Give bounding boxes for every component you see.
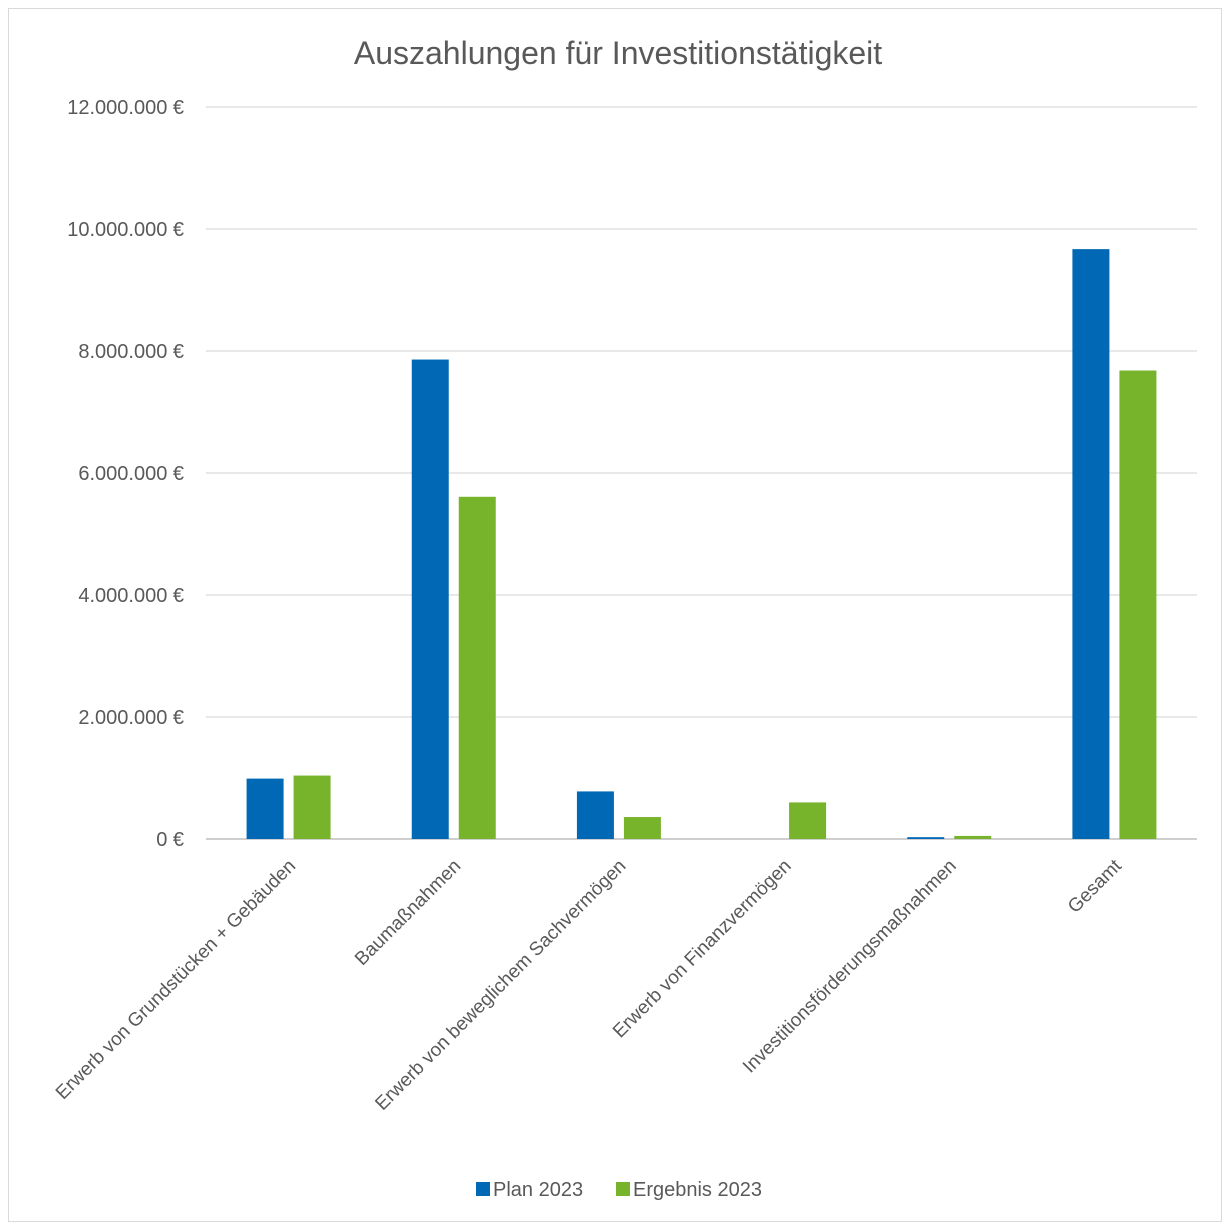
- legend-label: Plan 2023: [493, 1179, 583, 1201]
- bar: [954, 835, 992, 839]
- y-axis-tick-labels: 0 € 2.000.000 € 4.000.000 € 6.000.000 € 8.00…: [67, 97, 184, 851]
- x-tick-label: Erwerb von Grundstücken + Gebäuden: [52, 856, 300, 1104]
- chart-title: Auszahlungen für Investitionstätigkeit: [354, 35, 882, 71]
- x-tick-label: Erwerb von Finanzvermögen: [609, 856, 796, 1043]
- bar: [458, 496, 496, 839]
- y-tick-label: 8.000.000 €: [78, 341, 184, 363]
- chart-frame: [8, 8, 1222, 1222]
- bar: [576, 791, 614, 839]
- x-tick-label: Baumaßnahmen: [351, 856, 465, 970]
- y-tick-label: 6.000.000 €: [78, 463, 184, 485]
- bar: [1072, 249, 1110, 839]
- y-tick-label: 4.000.000 €: [78, 585, 184, 607]
- bar: [789, 802, 827, 839]
- bar: [907, 837, 945, 839]
- bar: [411, 359, 449, 839]
- y-tick-label: 10.000.000 €: [67, 219, 184, 241]
- legend-swatch: [616, 1182, 630, 1196]
- y-tick-label: 0 €: [156, 829, 184, 851]
- legend: Plan 2023 Ergebnis 2023: [476, 1179, 762, 1201]
- bar: [623, 817, 661, 839]
- x-tick-label: Gesamt: [1064, 855, 1126, 917]
- bar: [246, 778, 284, 839]
- x-axis-tick-labels: Erwerb von Grundstücken + Gebäuden Baumaß…: [52, 855, 1127, 1115]
- bar: [293, 775, 331, 839]
- legend-label: Ergebnis 2023: [633, 1179, 762, 1201]
- bars: [246, 249, 1157, 839]
- legend-swatch: [476, 1182, 490, 1196]
- gridlines: [206, 106, 1197, 840]
- bar: [1119, 370, 1157, 839]
- y-tick-label: 2.000.000 €: [78, 707, 184, 729]
- y-tick-label: 12.000.000 €: [67, 97, 184, 119]
